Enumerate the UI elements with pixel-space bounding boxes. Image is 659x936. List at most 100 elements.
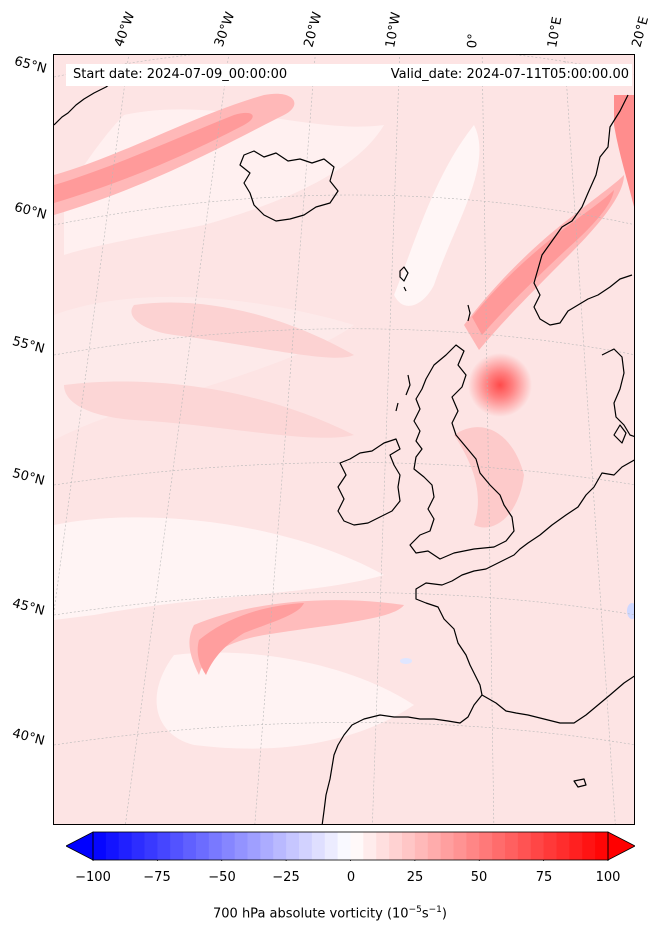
coast-faroe-2 (403, 286, 407, 292)
colorbar-cell (402, 832, 416, 860)
colorbar-tick-label: −25 (272, 870, 300, 885)
coast-shetland (467, 304, 471, 322)
colorbar-cell (530, 832, 545, 860)
colorbar-max-arrow (607, 831, 635, 861)
colorbar-cell (144, 832, 158, 860)
colorbar-tick-label: 0 (346, 870, 356, 885)
coast-faroe (399, 266, 409, 282)
coast-denmark (601, 348, 634, 437)
coast-ireland (337, 438, 401, 526)
field-low-patch-4 (394, 125, 480, 306)
field-band-northwest-core (54, 112, 253, 203)
coast-hebrides (395, 374, 411, 412)
colorbar-cell (170, 832, 184, 860)
colorbar-min-arrow (66, 831, 94, 861)
colorbar-cell (208, 832, 223, 860)
coast-denmark-2 (613, 424, 627, 444)
colorbar-title-end: ) (441, 906, 447, 922)
colorbar-cell (118, 832, 133, 860)
lon-label-10w: 10°W (383, 11, 405, 50)
field-negative-spot-2 (627, 603, 634, 619)
colorbar-cell (350, 832, 364, 860)
lat-label-40n: 40°N (10, 726, 47, 749)
colorbar-cell (260, 832, 274, 860)
colorbar-cell (196, 832, 210, 860)
colorbar-cell (131, 832, 145, 860)
coast-britain (409, 344, 515, 560)
colorbar-tick-label: −50 (208, 870, 236, 885)
lon-label-40w: 40°W (111, 10, 139, 49)
field-band-north-corner (614, 95, 634, 207)
colorbar-tick-label: 50 (470, 870, 488, 885)
colorbar-tick-label: −100 (75, 870, 111, 885)
coast-continent (415, 459, 634, 696)
colorbar-cell (286, 832, 300, 860)
start-date-text: Start date: 2024-07-09_00:00:00 (73, 67, 288, 82)
colorbar-title-text: 700 hPa absolute vorticity (10 (213, 906, 409, 922)
colorbar-cell (273, 832, 287, 860)
colorbar-cell (247, 832, 261, 860)
lat-label-60n: 60°N (12, 200, 49, 223)
colorbar-cell (414, 832, 429, 860)
colorbar-cell (466, 832, 480, 860)
coast-mallorca (573, 778, 587, 788)
valid-date-text: Valid_date: 2024-07-11T05:00:00.00 (390, 67, 629, 82)
colorbar-title: 700 hPa absolute vorticity (10−5s−1) (0, 905, 659, 921)
map-panel[interactable] (53, 54, 635, 825)
field-negative-spot (400, 658, 412, 664)
colorbar-cell (157, 832, 171, 860)
colorbar-cell (543, 832, 557, 860)
field-band-atlantic-1 (131, 302, 354, 358)
field-low-center (468, 353, 532, 417)
colorbar-cell (93, 832, 107, 860)
map-canvas (54, 55, 634, 824)
colorbar-tick-label: 100 (595, 870, 621, 885)
field-band-atlantic-2 (64, 381, 354, 438)
colorbar-ticks (92, 860, 609, 861)
colorbar-cell (221, 832, 236, 860)
lon-label-20w: 20°W (301, 10, 326, 49)
colorbar-cell (505, 832, 519, 860)
colorbar-cell (324, 832, 339, 860)
colorbar-cell (569, 832, 583, 860)
coast-iberia (321, 694, 483, 824)
lon-label-0: 0° (465, 32, 482, 49)
colorbar-cell (363, 832, 377, 860)
coast-norway (533, 94, 633, 326)
colorbar-cell (427, 832, 442, 860)
colorbar-cells (93, 832, 609, 860)
field-band-biscay-core (197, 603, 304, 675)
lat-label-45n: 45°N (10, 596, 47, 619)
colorbar-cell (105, 832, 120, 860)
coast-iceland (239, 150, 339, 222)
colorbar-cell (517, 832, 532, 860)
graticule (54, 55, 634, 824)
colorbar-cell (492, 832, 506, 860)
field-low-patch-3 (54, 517, 384, 620)
colorbar-cell (453, 832, 467, 860)
field-low-patch-5 (156, 652, 414, 749)
colorbar-title-mid: s (421, 906, 429, 922)
colorbar-cell (337, 832, 351, 860)
colorbar-tick-label: 75 (535, 870, 553, 885)
colorbar (66, 831, 635, 861)
colorbar-cell (556, 832, 570, 860)
lon-label-20e: 20°E (629, 14, 653, 50)
field-band-north-sea (454, 427, 524, 528)
colorbar-cell (440, 832, 454, 860)
lat-label-55n: 55°N (10, 334, 47, 357)
colorbar-cell (311, 832, 326, 860)
colorbar-cell (595, 832, 609, 860)
colorbar-cell (376, 832, 390, 860)
lon-label-10e: 10°E (545, 15, 566, 49)
colorbar-cell (299, 832, 313, 860)
coastlines (54, 76, 634, 824)
colorbar-cell (183, 832, 197, 860)
lat-label-65n: 65°N (12, 54, 49, 77)
colorbar-tick-label: 25 (406, 870, 424, 885)
colorbar-cell (582, 832, 596, 860)
coast-mediterranean (481, 675, 634, 724)
field-band-norway-core (472, 190, 614, 335)
colorbar-cell (234, 832, 248, 860)
